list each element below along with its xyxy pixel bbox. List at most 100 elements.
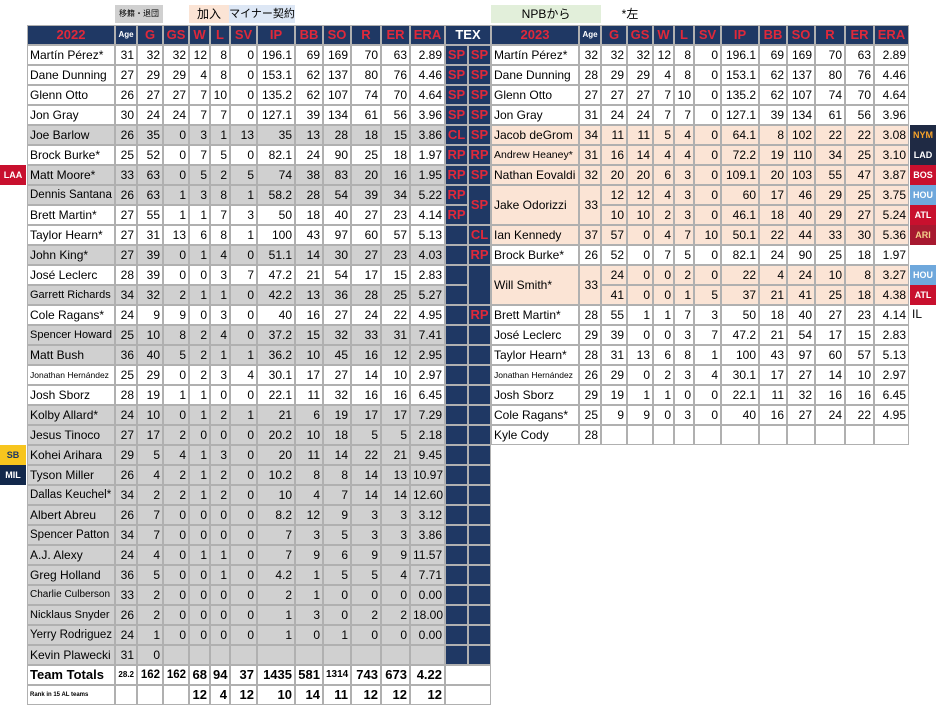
stat-cell: 2	[210, 165, 230, 185]
role-cell	[468, 485, 491, 505]
tex-empty	[445, 685, 491, 705]
stat-cell: 4.95	[874, 405, 909, 425]
stat-cell: 102	[787, 125, 815, 145]
player-name: Dane Dunning	[27, 65, 115, 85]
stat-cell: 0	[627, 265, 653, 285]
stat-cell: 2.97	[410, 365, 445, 385]
stat-cell: 7.29	[410, 405, 445, 425]
stat-cell: 80	[351, 65, 381, 85]
stat-cell: 1	[210, 545, 230, 565]
team-badge: LAD	[910, 145, 936, 165]
totals-cell: 162	[163, 665, 189, 685]
stat-cell: 100	[257, 225, 295, 245]
empty-cell	[295, 645, 323, 665]
stat-cell: 169	[323, 45, 351, 65]
stat-cell: 0	[230, 85, 257, 105]
role-cell	[468, 265, 491, 305]
stat-cell: 0	[627, 245, 653, 265]
stat-cell: 32	[579, 165, 601, 185]
stat-cell: 20	[351, 165, 381, 185]
stat-cell: 0	[230, 245, 257, 265]
stat-cell: 2	[653, 365, 674, 385]
stat-cell: 40	[787, 305, 815, 325]
stat-cell: 5	[674, 245, 694, 265]
stat-cell: 1	[189, 245, 210, 265]
stat-cell: 4.95	[410, 305, 445, 325]
stat-cell: 12.60	[410, 485, 445, 505]
stat-cell: 3	[674, 325, 694, 345]
stat-cell: 22	[381, 305, 410, 325]
totals-label: Team Totals	[27, 665, 115, 685]
stat-cell: 25	[815, 245, 845, 265]
stat-cell: 0	[694, 125, 721, 145]
stat-cell: 3.27	[874, 265, 909, 285]
role-2022: RP	[445, 145, 468, 165]
stat-cell: 31	[601, 345, 627, 365]
role-2022: SP	[445, 65, 468, 85]
column-header: BB	[759, 25, 787, 45]
empty-cell	[874, 425, 909, 445]
stat-cell: 1	[257, 605, 295, 625]
stat-cell: 4.14	[410, 205, 445, 225]
stat-cell: 4	[759, 265, 787, 285]
stat-cell: 27	[115, 205, 137, 225]
role-cell	[445, 285, 468, 305]
player-name: Brett Martin*	[27, 205, 115, 225]
stat-cell: 9	[627, 405, 653, 425]
stat-cell: 1	[323, 625, 351, 645]
stat-cell: 4	[137, 545, 163, 565]
role-cell	[468, 385, 491, 405]
stat-cell: 10	[381, 365, 410, 385]
stat-cell: 12	[601, 185, 627, 205]
stat-cell: 56	[381, 105, 410, 125]
stat-cell: 45	[323, 345, 351, 365]
stat-cell: 0	[627, 325, 653, 345]
empty-cell	[323, 645, 351, 665]
stat-cell: 0	[163, 545, 189, 565]
stat-cell: 34	[815, 145, 845, 165]
stat-cell: 0	[230, 565, 257, 585]
stat-cell: 23	[381, 205, 410, 225]
stat-cell: 17	[815, 325, 845, 345]
stat-cell: 27	[627, 85, 653, 105]
stat-cell: 109.1	[721, 165, 759, 185]
player-name: Taylor Hearn*	[491, 345, 579, 365]
stat-cell: 18	[845, 285, 874, 305]
role-cell	[445, 385, 468, 405]
stat-cell: 3	[694, 305, 721, 325]
player-name: Tyson Miller	[27, 465, 115, 485]
stat-cell: 27	[579, 85, 601, 105]
stat-cell: 17	[295, 365, 323, 385]
stat-cell: 27	[115, 225, 137, 245]
stat-cell: 51.1	[257, 245, 295, 265]
stat-cell: 63	[381, 45, 410, 65]
empty-cell	[694, 425, 721, 445]
stat-cell: 32	[323, 325, 351, 345]
stat-cell: 0	[230, 425, 257, 445]
stat-cell: 13	[230, 125, 257, 145]
player-name: Jon Gray	[27, 105, 115, 125]
stat-cell: 20	[759, 165, 787, 185]
stat-cell: 4	[381, 565, 410, 585]
stat-cell: 4	[137, 465, 163, 485]
stat-cell: 25	[579, 405, 601, 425]
stat-cell: 1	[163, 185, 189, 205]
stat-cell: 135.2	[721, 85, 759, 105]
team-badge: HOU	[910, 265, 936, 285]
stat-cell: 2	[163, 285, 189, 305]
stat-cell: 5	[323, 565, 351, 585]
role-cell	[445, 485, 468, 505]
stat-cell: 29	[163, 65, 189, 85]
stat-cell: 4	[653, 185, 674, 205]
stat-cell: 39	[601, 325, 627, 345]
stat-cell: 2.89	[410, 45, 445, 65]
empty-cell	[674, 425, 694, 445]
stat-cell: 22	[845, 405, 874, 425]
team-badge: ATL	[910, 205, 936, 225]
stat-cell: 0	[189, 565, 210, 585]
column-header: G	[137, 25, 163, 45]
role-2022: RP	[445, 205, 468, 225]
role-cell	[445, 645, 468, 665]
stat-cell: 2.95	[410, 345, 445, 365]
stat-cell: 3	[230, 205, 257, 225]
